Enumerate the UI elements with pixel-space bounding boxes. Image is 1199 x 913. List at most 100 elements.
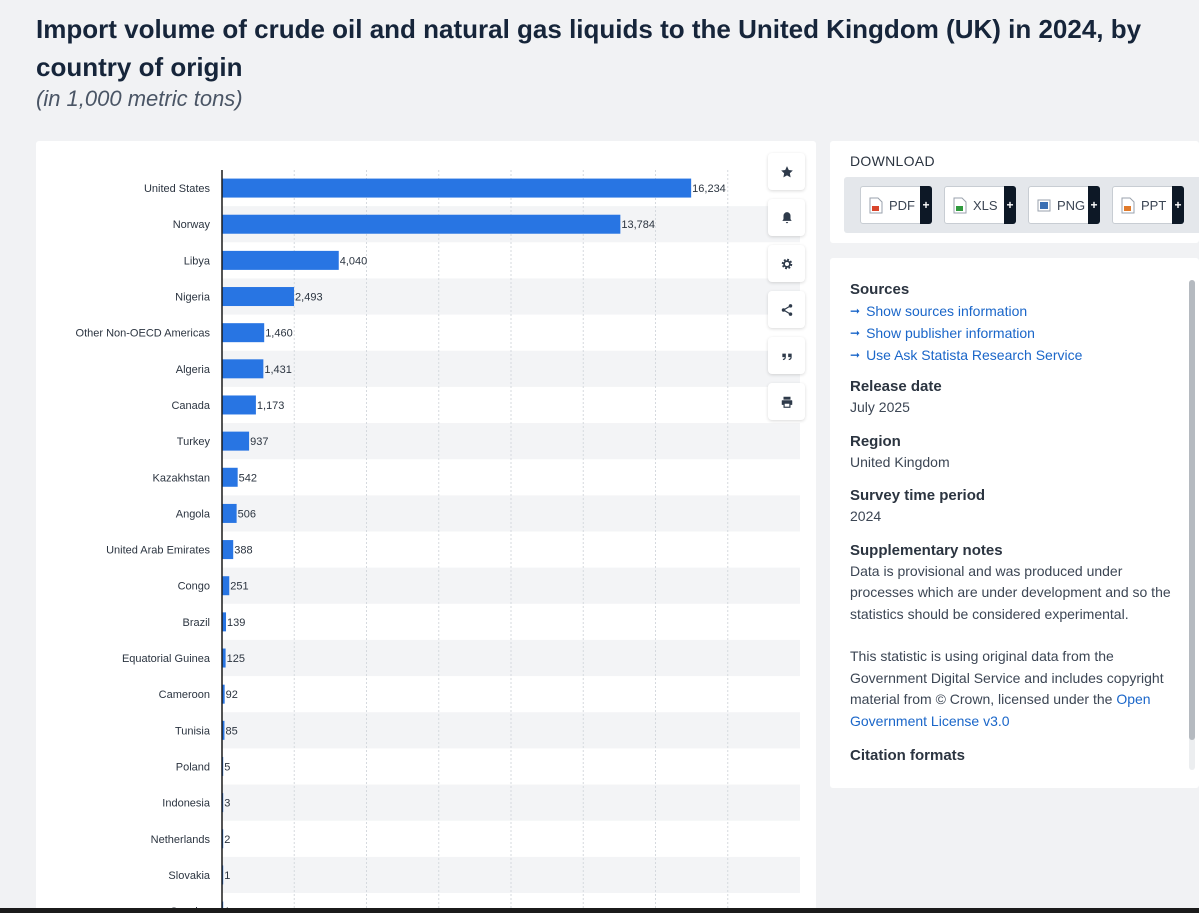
bar (222, 467, 238, 487)
download-pdf-button[interactable]: PDF + (860, 186, 932, 224)
favorite-button[interactable] (768, 153, 805, 190)
share-button[interactable] (768, 291, 805, 328)
bar (222, 323, 265, 343)
bar (222, 540, 234, 560)
citation-formats-heading: Citation formats (850, 747, 966, 764)
category-label: Canada (171, 400, 210, 412)
category-label: Turkey (177, 436, 211, 448)
bar (222, 287, 295, 307)
show-publisher-label: Show publisher information (866, 325, 1035, 341)
download-xls-label: XLS (973, 197, 998, 213)
region-value: United Kingdom (850, 453, 950, 470)
value-label: 139 (227, 617, 245, 629)
settings-button[interactable] (768, 245, 805, 282)
arrow-right-icon: ➞ (850, 348, 861, 362)
bar-chart: United States 16,234 Norway 13,784 Libya 4,04… (76, 170, 800, 913)
category-label: Cameroon (159, 689, 210, 701)
arrow-right-icon: ➞ (850, 304, 861, 318)
plus-icon: + (1088, 186, 1100, 224)
download-ppt-label: PPT (1141, 197, 1167, 213)
value-label: 16,234 (692, 183, 726, 195)
category-label: United Arab Emirates (106, 545, 210, 557)
plus-icon: + (920, 186, 932, 224)
download-xls-button[interactable]: XLS + (944, 186, 1016, 224)
bar (222, 250, 339, 270)
survey-period-heading: Survey time period (850, 487, 986, 504)
download-card: DOWNLOAD PDF + XLS + PNG + PPT + (830, 141, 1199, 243)
info-scrollbar[interactable] (1189, 280, 1195, 770)
value-label: 92 (226, 689, 238, 701)
arrow-right-icon: ➞ (850, 326, 861, 340)
category-label: United States (144, 183, 211, 195)
row-band (222, 495, 800, 532)
download-png-button[interactable]: PNG + (1028, 186, 1100, 224)
png-file-icon (1037, 199, 1051, 211)
show-publisher-link[interactable]: ➞ Show publisher information (850, 322, 1185, 344)
category-label: Algeria (176, 364, 211, 376)
value-label: 85 (225, 725, 237, 737)
bar (222, 612, 227, 632)
show-sources-link[interactable]: ➞ Show sources information (850, 300, 1185, 322)
xls-file-icon (953, 197, 967, 213)
pdf-file-icon (869, 197, 883, 213)
share-icon (781, 303, 792, 316)
category-label: Tunisia (175, 725, 211, 737)
row-band (222, 567, 800, 604)
bar (222, 720, 225, 740)
page-title: Import volume of crude oil and natural g… (36, 14, 1142, 82)
value-label: 13,784 (621, 219, 655, 231)
category-label: Slovakia (168, 870, 210, 882)
value-label: 937 (250, 436, 268, 448)
star-icon (780, 165, 793, 177)
category-label: Norway (173, 219, 211, 231)
value-label: 251 (230, 581, 248, 593)
bar (222, 576, 230, 596)
bar (222, 359, 264, 379)
category-label: Netherlands (151, 834, 211, 846)
category-label: Equatorial Guinea (122, 653, 211, 665)
category-label: Nigeria (175, 292, 211, 304)
category-label: Congo (178, 581, 210, 593)
category-label: Poland (176, 761, 210, 773)
print-button[interactable] (768, 383, 805, 420)
value-label: 125 (227, 653, 245, 665)
chart-card: United States 16,234 Norway 13,784 Libya 4,04… (36, 141, 816, 913)
printer-icon (781, 396, 792, 408)
plus-icon: + (1172, 186, 1184, 224)
open-government-license-link[interactable]: Open Government License v3.0 (850, 691, 1151, 729)
value-label: 1 (224, 870, 230, 882)
bottom-border (0, 908, 1199, 913)
bar (222, 395, 256, 415)
category-label: Angola (176, 508, 211, 520)
value-label: 4,040 (340, 255, 368, 267)
quote-icon (781, 353, 792, 360)
info-scrollbar-thumb[interactable] (1189, 280, 1195, 740)
value-label: 5 (224, 761, 230, 773)
value-label: 542 (239, 472, 257, 484)
download-ppt-button[interactable]: PPT + (1112, 186, 1184, 224)
value-label: 1,173 (257, 400, 285, 412)
bar (222, 431, 250, 451)
license-text: This statistic is using original data fr… (850, 646, 1185, 732)
ask-statista-link[interactable]: ➞ Use Ask Statista Research Service (850, 344, 1185, 366)
bar (222, 648, 226, 668)
download-pdf-label: PDF (889, 197, 915, 213)
value-label: 2,493 (295, 292, 323, 304)
value-label: 1,460 (265, 328, 293, 340)
row-band (222, 278, 800, 315)
gear-icon (781, 258, 792, 269)
value-label: 388 (234, 545, 252, 557)
bar (222, 178, 692, 198)
category-label: Other Non-OECD Americas (76, 328, 211, 340)
cite-button[interactable] (768, 337, 805, 374)
supplementary-notes-text: Data is provisional and was produced und… (850, 562, 1171, 622)
bell-icon (781, 211, 792, 223)
release-date-value: July 2025 (850, 399, 910, 415)
bar (222, 214, 621, 234)
info-card: Sources ➞ Show sources information ➞ Show … (830, 258, 1199, 788)
plus-icon: + (1004, 186, 1016, 224)
notification-button[interactable] (768, 199, 805, 236)
bar (222, 684, 225, 704)
category-label: Kazakhstan (153, 472, 210, 484)
category-label: Brazil (182, 617, 210, 629)
